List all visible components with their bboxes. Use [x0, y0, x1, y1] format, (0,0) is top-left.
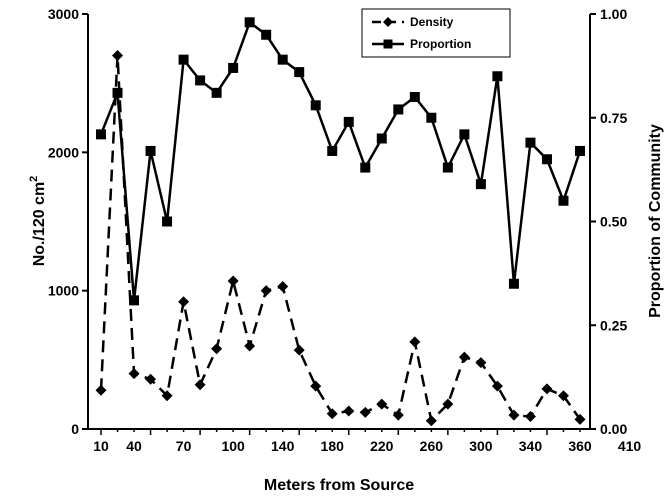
y-right-tick-label: 1.00: [600, 6, 627, 22]
proportion-point: [145, 145, 156, 156]
ticks-layer: 0 1000 2000 3000 0.00 0.25 0.50 0.75 1.00 10 40 70 1…: [48, 6, 642, 454]
legend: Density Proportion: [361, 8, 511, 58]
density-point: [574, 413, 586, 425]
density-point: [392, 409, 404, 421]
proportion-point: [310, 100, 321, 111]
legend-density-marker: [383, 17, 393, 27]
proportion-point: [261, 29, 272, 40]
proportion-point: [96, 129, 106, 140]
y-left-axis-title-superscript: 2: [28, 176, 40, 182]
x-tick-label: 140: [271, 438, 295, 454]
density-point: [425, 415, 437, 427]
legend-box: [361, 8, 511, 58]
proportion-point: [558, 195, 569, 206]
x-tick-label: 410: [618, 438, 642, 454]
density-point: [359, 406, 371, 418]
density-point: [244, 340, 256, 352]
density-point: [409, 336, 421, 348]
proportion-point: [409, 92, 420, 102]
proportion-point: [112, 87, 123, 98]
density-point: [310, 380, 322, 392]
density-point: [211, 343, 223, 355]
density-point: [491, 380, 503, 392]
density-point: [145, 373, 157, 385]
density-point: [508, 409, 520, 421]
proportion-point: [525, 137, 536, 148]
density-point: [557, 390, 569, 402]
y-left-tick-label: 2000: [48, 144, 79, 160]
proportion-point: [327, 145, 338, 156]
y-right-tick-label: 0.00: [600, 421, 627, 437]
density-point: [326, 408, 338, 420]
legend-proportion-label: Proportion: [410, 37, 471, 51]
density-point: [194, 379, 206, 391]
proportion-series-line: [99, 20, 582, 301]
y-left-tick-label: 3000: [48, 6, 79, 22]
x-tick-label: 100: [221, 438, 245, 454]
proportion-point: [475, 179, 486, 190]
x-tick-label: 220: [370, 438, 394, 454]
y-left-tick-label: 1000: [48, 283, 79, 299]
density-point: [343, 405, 355, 417]
density-point: [293, 344, 305, 356]
x-tick-label: 360: [568, 438, 592, 454]
proportion-point: [244, 17, 255, 28]
proportion-point: [195, 75, 206, 86]
density-point: [475, 357, 487, 369]
x-tick-label: 180: [321, 438, 345, 454]
density-point: [128, 368, 140, 380]
legend-proportion-marker: [383, 39, 393, 49]
proportion-point: [376, 133, 387, 144]
proportion-point: [492, 71, 503, 82]
y-left-tick-label: 0: [71, 421, 79, 437]
density-point: [524, 411, 536, 423]
x-tick-label: 260: [420, 438, 444, 454]
y-right-axis-title: Proportion of Community: [647, 124, 664, 318]
proportion-point: [459, 129, 470, 140]
series-layer: [95, 17, 586, 427]
x-tick-label: 10: [93, 438, 109, 454]
proportion-point: [541, 154, 552, 165]
density-point: [376, 398, 388, 410]
density-point: [541, 383, 553, 395]
y-right-tick-label: 0.25: [600, 317, 627, 333]
proportion-point: [360, 162, 371, 173]
density-point: [95, 384, 107, 396]
proportion-point: [343, 116, 354, 127]
proportion-point: [442, 162, 453, 173]
proportion-point: [426, 112, 437, 123]
density-point: [227, 275, 239, 287]
proportion-point: [277, 54, 288, 65]
y-left-axis-title: No./120 cm2: [28, 176, 48, 267]
proportion-point: [575, 145, 585, 156]
density-point: [161, 390, 173, 402]
proportion-point: [162, 216, 173, 227]
density-point: [112, 50, 124, 61]
y-left-axis-title-text: No./120 cm: [31, 182, 48, 266]
y-right-tick-label: 0.75: [600, 110, 627, 126]
density-series-line: [99, 55, 582, 424]
proportion-point: [211, 87, 222, 98]
density-point: [458, 351, 470, 363]
density-point: [442, 398, 454, 410]
x-tick-label: 340: [519, 438, 543, 454]
x-axis-title: Meters from Source: [264, 477, 414, 494]
proportion-point: [393, 104, 404, 115]
x-tick-label: 300: [469, 438, 493, 454]
density-point: [178, 296, 190, 308]
legend-density-label: Density: [410, 15, 454, 29]
x-tick-label: 40: [126, 438, 142, 454]
proportion-point: [178, 54, 189, 65]
density-point: [260, 285, 272, 297]
proportion-point: [294, 67, 305, 78]
proportion-point: [228, 62, 239, 73]
proportion-point: [508, 278, 519, 289]
density-point: [277, 281, 289, 293]
proportion-point: [129, 295, 140, 306]
x-tick-label: 70: [176, 438, 192, 454]
y-right-tick-label: 0.50: [600, 214, 627, 230]
